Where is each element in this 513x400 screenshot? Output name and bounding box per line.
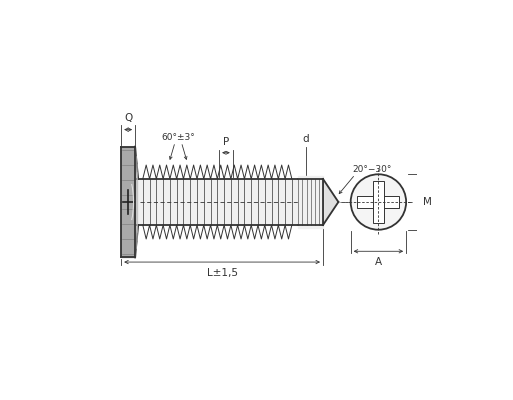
Text: 20°−30°: 20°−30°: [352, 165, 391, 174]
Polygon shape: [135, 146, 138, 258]
Bar: [373, 181, 384, 223]
Text: M: M: [423, 197, 432, 207]
Text: d: d: [303, 134, 309, 144]
Polygon shape: [135, 179, 323, 225]
Text: L±1,5: L±1,5: [207, 268, 238, 278]
Circle shape: [351, 174, 406, 230]
Text: P: P: [223, 137, 229, 147]
Text: 60°±3°: 60°±3°: [161, 133, 195, 142]
Text: Q: Q: [124, 114, 132, 124]
Polygon shape: [323, 179, 339, 225]
Text: A: A: [375, 257, 382, 267]
Bar: [358, 196, 399, 208]
Polygon shape: [121, 146, 135, 258]
Polygon shape: [299, 176, 323, 228]
